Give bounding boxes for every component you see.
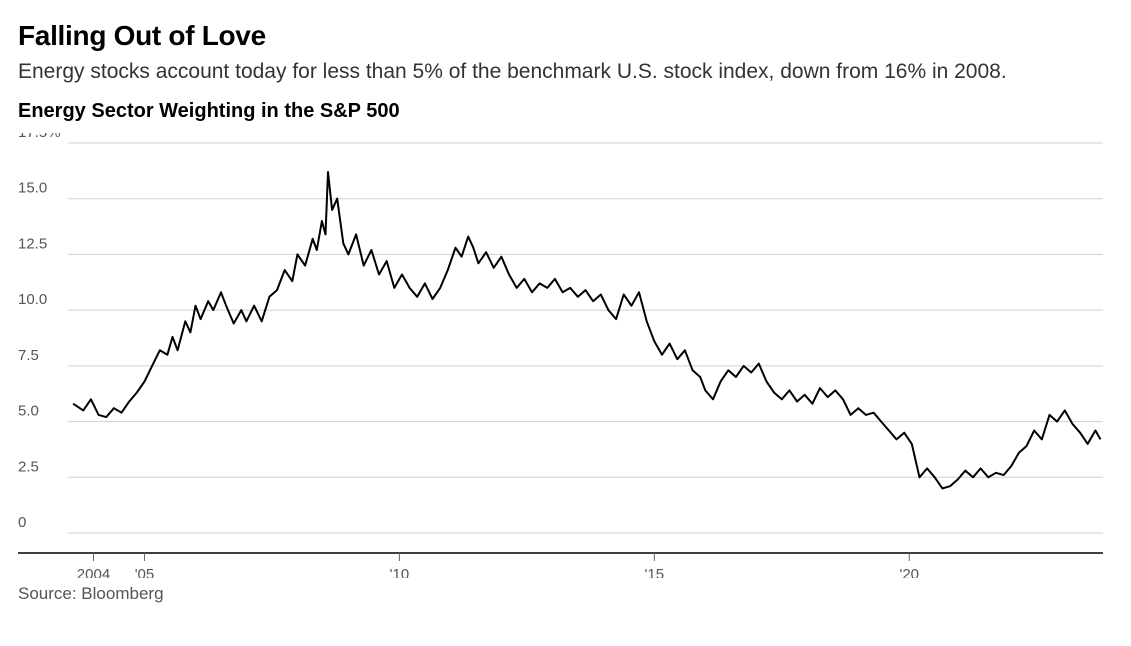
chart-title-main: Falling Out of Love [18, 20, 1113, 52]
svg-text:2.5: 2.5 [18, 459, 39, 476]
svg-text:12.5: 12.5 [18, 236, 47, 253]
svg-text:'10: '10 [390, 566, 410, 578]
source-attribution: Source: Bloomberg [18, 584, 1113, 604]
chart-series-title: Energy Sector Weighting in the S&P 500 [18, 100, 1113, 123]
svg-text:7.5: 7.5 [18, 347, 39, 364]
line-chart: 0 2.5 5.0 7.5 10.0 12.5 15.0 17.5% 2004 '05 '10 '15… [18, 133, 1113, 578]
svg-text:0: 0 [18, 514, 26, 531]
svg-text:'05: '05 [135, 566, 155, 578]
svg-text:'15: '15 [645, 566, 665, 578]
svg-text:17.5%: 17.5% [18, 133, 61, 141]
svg-text:15.0: 15.0 [18, 180, 47, 197]
svg-text:10.0: 10.0 [18, 291, 47, 308]
svg-text:'20: '20 [899, 566, 919, 578]
svg-text:2004: 2004 [77, 566, 110, 578]
svg-text:5.0: 5.0 [18, 403, 39, 420]
chart-subtitle: Energy stocks account today for less tha… [18, 58, 1078, 86]
